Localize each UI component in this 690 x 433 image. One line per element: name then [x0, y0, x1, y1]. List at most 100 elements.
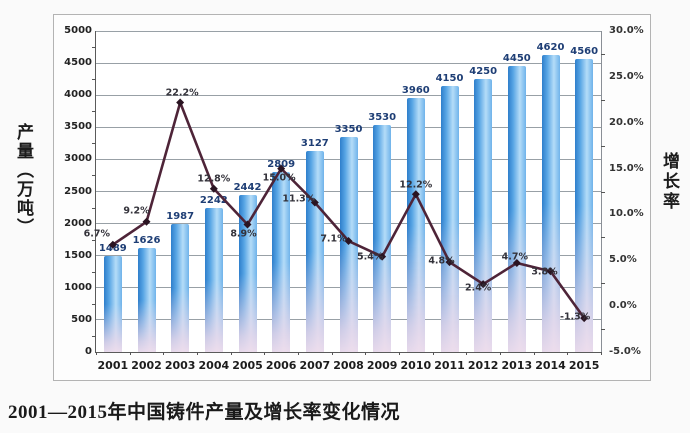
line-marker: [243, 220, 252, 229]
year-label: 2004: [198, 359, 230, 372]
bar-2013: [507, 66, 526, 352]
line-marker: [142, 217, 151, 226]
left-axis-title: 产量（万吨）: [13, 123, 33, 237]
right-axis-tick: 10.0%: [609, 208, 644, 220]
year-label: 2006: [265, 359, 297, 372]
growth-value-label: -1.3%: [560, 311, 591, 323]
left-axis-tick: 1000: [64, 281, 92, 293]
left-axis-tick: 1500: [64, 249, 92, 261]
line-marker: [310, 198, 319, 207]
line-marker: [344, 237, 353, 246]
bar-2002: [137, 247, 156, 352]
growth-value-label: 15.0%: [262, 172, 296, 184]
x-axis-tick: [129, 352, 131, 355]
x-axis-tick: [197, 352, 198, 355]
bar-value-label: 4560: [570, 46, 599, 58]
growth-value-label: 12.8%: [197, 173, 231, 185]
bar-value-label: 3127: [300, 138, 329, 150]
right-axis-tick: 25.0%: [609, 70, 644, 82]
left-axis-minor-tick: [92, 175, 96, 177]
line-marker: [512, 259, 521, 268]
gridline: [96, 62, 601, 64]
line-marker: [108, 240, 117, 249]
left-axis-minor-tick: [92, 335, 96, 337]
right-axis-minor-tick: [601, 283, 605, 285]
right-axis-minor-tick: [601, 329, 605, 331]
x-axis-tick: [365, 352, 367, 355]
left-axis-minor-tick: [92, 111, 96, 113]
bar-2010: [406, 97, 425, 352]
left-axis-minor-tick: [92, 143, 96, 145]
x-axis-tick: [432, 352, 434, 355]
bar-2009: [373, 125, 392, 352]
bar-value-label: 2442: [233, 182, 262, 194]
growth-value-label: 7.1%: [320, 233, 347, 245]
right-axis-tick: 20.0%: [609, 116, 644, 128]
line-marker: [546, 267, 555, 276]
year-label: 2011: [434, 359, 465, 372]
left-axis-minor-tick: [92, 303, 96, 305]
x-axis-tick: [601, 352, 602, 355]
right-axis-tick: 30.0%: [609, 25, 644, 36]
right-axis-minor-tick: [601, 99, 605, 101]
left-axis-minor-tick: [92, 47, 96, 49]
bar-value-label: 1489: [98, 243, 127, 255]
growth-value-label: 4.7%: [501, 251, 529, 263]
bar-2015: [575, 59, 594, 352]
x-axis-tick: [533, 352, 535, 355]
bar-2001: [103, 256, 122, 352]
bar-value-label: 4620: [536, 42, 565, 54]
year-label: 2002: [131, 359, 162, 372]
right-axis-tick: 15.0%: [609, 162, 644, 174]
bar-value-label: 1987: [166, 211, 195, 223]
right-axis-minor-tick: [601, 237, 605, 239]
growth-value-label: 22.2%: [165, 87, 199, 99]
growth-value-label: 2.4%: [464, 282, 492, 294]
left-axis-minor-tick: [92, 239, 96, 241]
year-label: 2012: [467, 359, 499, 372]
bar-value-label: 4450: [502, 53, 531, 65]
plot-area: 5000 4500 4000 3500 3000 2500 2000 1500 1000 500 0…: [64, 25, 644, 372]
left-axis-tick: 3500: [64, 121, 92, 133]
left-axis-tick: 2500: [64, 185, 92, 197]
right-axis-title: 增长率: [659, 152, 679, 212]
chart-caption: 2001—2015年中国铸件产量及增长率变化情况: [8, 402, 401, 423]
line-marker: [209, 184, 218, 193]
bar-value-label: 2242: [199, 195, 228, 207]
x-axis-tick: [298, 352, 299, 355]
bar-2006: [272, 171, 291, 352]
x-axis-tick: [567, 352, 569, 355]
growth-line: [108, 98, 589, 323]
left-axis-minor-tick: [92, 207, 96, 209]
line-marker: [176, 98, 185, 107]
bar-value-label: 2809: [267, 158, 296, 170]
left-axis-tick: 4000: [64, 89, 92, 101]
bar-2012: [474, 79, 493, 352]
right-axis-tick: -5.0%: [609, 346, 641, 357]
year-label: 2014: [535, 359, 566, 372]
line-marker: [411, 190, 420, 199]
x-axis-tick: [466, 352, 468, 355]
gridline: [96, 94, 601, 96]
growth-value-label: 3.8%: [531, 266, 558, 278]
x-axis-tick: [96, 352, 97, 355]
bar-2003: [171, 224, 190, 352]
bar-value-label: 3350: [334, 123, 363, 135]
growth-value-label: 8.9%: [230, 228, 257, 240]
line-marker: [378, 252, 387, 261]
growth-value-label: 4.8%: [428, 255, 455, 267]
growth-value-label: 6.7%: [83, 228, 111, 240]
left-axis-tick: 4500: [64, 57, 92, 69]
growth-value-label: 9.2%: [123, 205, 150, 217]
left-axis-tick: 2000: [64, 217, 92, 229]
bar-2005: [238, 195, 257, 352]
year-label: 2009: [366, 359, 398, 372]
line-marker: [277, 164, 286, 173]
x-axis-tick: [163, 352, 165, 355]
bar-value-label: 3530: [368, 112, 397, 124]
x-axis-tick: [230, 352, 232, 355]
growth-value-label: 12.2%: [399, 179, 433, 191]
year-label: 2008: [333, 359, 364, 372]
gridline: [96, 30, 601, 32]
year-label: 2005: [232, 359, 263, 372]
